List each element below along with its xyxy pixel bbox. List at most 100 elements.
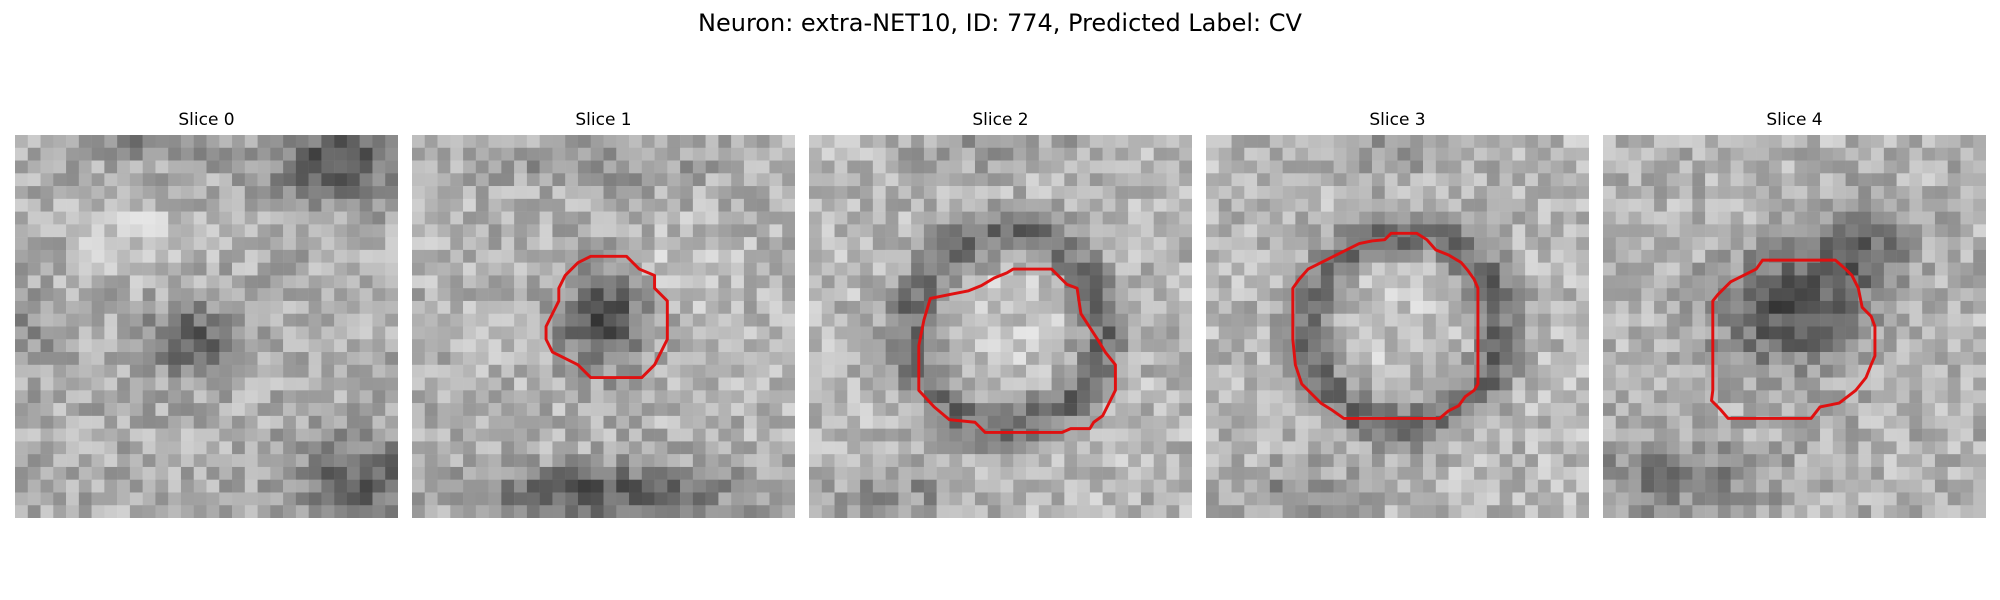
pixel	[552, 211, 566, 225]
pixel	[1909, 492, 1923, 506]
pixel	[206, 326, 220, 340]
pixel	[898, 352, 912, 366]
pixel	[1218, 313, 1232, 327]
pixel	[809, 173, 823, 187]
pixel	[1435, 339, 1449, 353]
pixel	[860, 492, 874, 506]
pixel	[885, 147, 899, 161]
pixel	[270, 505, 284, 518]
pixel	[193, 173, 207, 187]
pixel	[1756, 428, 1770, 442]
pixel	[117, 364, 131, 378]
pixel	[603, 313, 617, 327]
pixel	[308, 505, 322, 518]
pixel	[1384, 160, 1398, 174]
pixel	[1537, 479, 1551, 493]
pixel	[219, 364, 233, 378]
pixel	[117, 198, 131, 212]
pixel	[1359, 326, 1373, 340]
pixel	[1218, 198, 1232, 212]
pixel	[962, 160, 976, 174]
pixel	[155, 237, 169, 251]
pixel	[718, 186, 732, 200]
pixel	[1359, 135, 1373, 149]
pixel	[1883, 441, 1897, 455]
pixel	[1615, 428, 1629, 442]
pixel	[1166, 466, 1180, 480]
pixel	[1871, 454, 1885, 468]
pixel	[1858, 147, 1872, 161]
pixel	[718, 173, 732, 187]
pixel	[1960, 300, 1974, 314]
pixel	[308, 313, 322, 327]
pixel	[1423, 505, 1437, 518]
pixel	[1883, 479, 1897, 493]
pixel	[1102, 479, 1116, 493]
pixel	[385, 326, 398, 340]
pixel	[809, 262, 823, 276]
pixel	[1397, 160, 1411, 174]
pixel	[1038, 237, 1052, 251]
pixel	[104, 147, 118, 161]
pixel	[987, 249, 1001, 263]
pixel	[1089, 428, 1103, 442]
pixel	[590, 505, 604, 518]
pixel	[1705, 505, 1719, 518]
pixel	[1499, 135, 1513, 149]
pixel	[1448, 390, 1462, 404]
pixel	[743, 466, 757, 480]
pixel	[1537, 339, 1551, 353]
pixel	[117, 492, 131, 506]
pixel	[667, 466, 681, 480]
pixel	[552, 492, 566, 506]
pixel	[1973, 249, 1986, 263]
pixel	[629, 147, 643, 161]
pixel	[1615, 211, 1629, 225]
pixel	[526, 492, 540, 506]
pixel	[1973, 428, 1986, 442]
pixel	[1051, 441, 1065, 455]
pixel	[155, 415, 169, 429]
pixel	[295, 186, 309, 200]
pixel	[1615, 364, 1629, 378]
pixel	[359, 454, 373, 468]
pixel	[577, 390, 591, 404]
pixel	[257, 415, 271, 429]
pixel	[1537, 390, 1551, 404]
pixel	[1973, 492, 1986, 506]
pixel	[1692, 173, 1706, 187]
pixel	[308, 275, 322, 289]
pixel	[1563, 466, 1577, 480]
pixel	[1934, 390, 1948, 404]
pixel	[872, 211, 886, 225]
pixel	[756, 288, 770, 302]
pixel	[450, 326, 464, 340]
pixel	[1077, 339, 1091, 353]
pixel	[987, 466, 1001, 480]
pixel	[27, 275, 41, 289]
pixel	[1166, 262, 1180, 276]
pixel	[437, 454, 451, 468]
pixel	[1423, 211, 1437, 225]
pixel	[936, 505, 950, 518]
pixel	[155, 466, 169, 480]
pixel	[1320, 288, 1334, 302]
pixel	[629, 173, 643, 187]
figure-title: Neuron: extra-NET10, ID: 774, Predicted …	[698, 9, 1302, 37]
pixel	[1679, 466, 1693, 480]
pixel	[1832, 441, 1846, 455]
pixel	[53, 326, 67, 340]
pixel	[129, 377, 143, 391]
pixel	[1628, 135, 1642, 149]
pixel	[1474, 262, 1488, 276]
pixel	[1845, 313, 1859, 327]
pixel	[1397, 186, 1411, 200]
pixel	[1179, 403, 1192, 417]
pixel	[1820, 262, 1834, 276]
pixel	[1423, 492, 1437, 506]
pixel	[359, 186, 373, 200]
pixel	[1000, 173, 1014, 187]
pixel	[1756, 364, 1770, 378]
slice-image-3	[1206, 135, 1589, 518]
pixel	[1550, 466, 1564, 480]
